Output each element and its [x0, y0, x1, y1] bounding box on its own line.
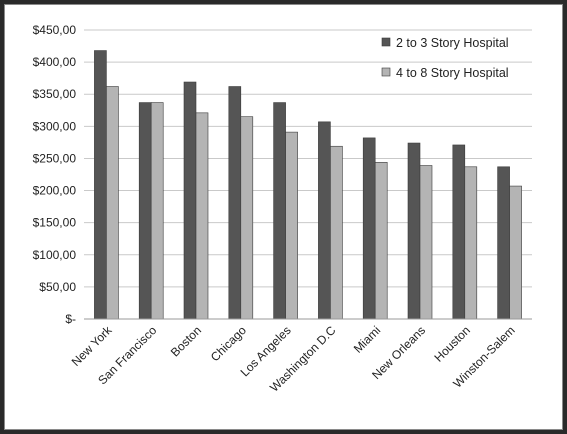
bar-series-2	[240, 116, 254, 320]
bar-series-2	[150, 102, 164, 320]
y-tick-label: $50,00	[39, 280, 76, 294]
x-tick-label: Boston	[168, 323, 204, 359]
y-tick-label: $250,00	[33, 151, 77, 165]
bar-series-1	[497, 166, 510, 320]
legend-label: 4 to 8 Story Hospital	[396, 66, 509, 80]
bar-series-1	[273, 102, 286, 320]
y-axis-ticks: $- $50,00 $100,00 $150,00 $200,00 $250,00 $300…	[33, 23, 77, 326]
y-tick-label: $-	[65, 312, 76, 326]
x-tick-label: Houston	[431, 323, 473, 365]
bar-chart: $- $50,00 $100,00 $150,00 $200,00 $250,00 $300…	[33, 23, 532, 395]
bar-series-2	[285, 131, 298, 320]
bar-series-2	[464, 166, 478, 320]
y-tick-label: $150,00	[33, 216, 77, 230]
x-tick-label: Chicago	[208, 323, 249, 364]
bar-series-1	[94, 50, 107, 320]
bar-series-1	[183, 81, 197, 320]
bar-series-2	[419, 165, 433, 320]
bar-series-2	[195, 112, 209, 320]
bar-series-1	[318, 121, 331, 320]
bars	[94, 50, 522, 320]
y-tick-label: $300,00	[33, 119, 77, 133]
bar-series-2	[374, 161, 388, 320]
y-tick-label: $450,00	[33, 23, 77, 37]
x-tick-label: New York	[69, 323, 115, 369]
bar-series-1	[362, 137, 376, 320]
bar-series-2	[106, 86, 119, 320]
y-tick-label: $400,00	[33, 55, 77, 69]
legend-swatch	[381, 67, 391, 77]
bar-series-2	[509, 185, 522, 320]
legend-swatch	[381, 37, 391, 47]
bar-series-1	[228, 86, 242, 320]
legend: 2 to 3 Story Hospital 4 to 8 Story Hospit…	[381, 36, 509, 80]
bar-series-1	[138, 102, 152, 320]
bar-series-2	[330, 145, 343, 320]
y-tick-label: $200,00	[33, 184, 77, 198]
x-tick-label: Miami	[351, 323, 384, 356]
y-tick-label: $100,00	[33, 248, 77, 262]
legend-label: 2 to 3 Story Hospital	[396, 36, 509, 50]
bar-series-1	[407, 142, 421, 320]
bar-series-1	[452, 144, 466, 320]
y-tick-label: $350,00	[33, 87, 77, 101]
